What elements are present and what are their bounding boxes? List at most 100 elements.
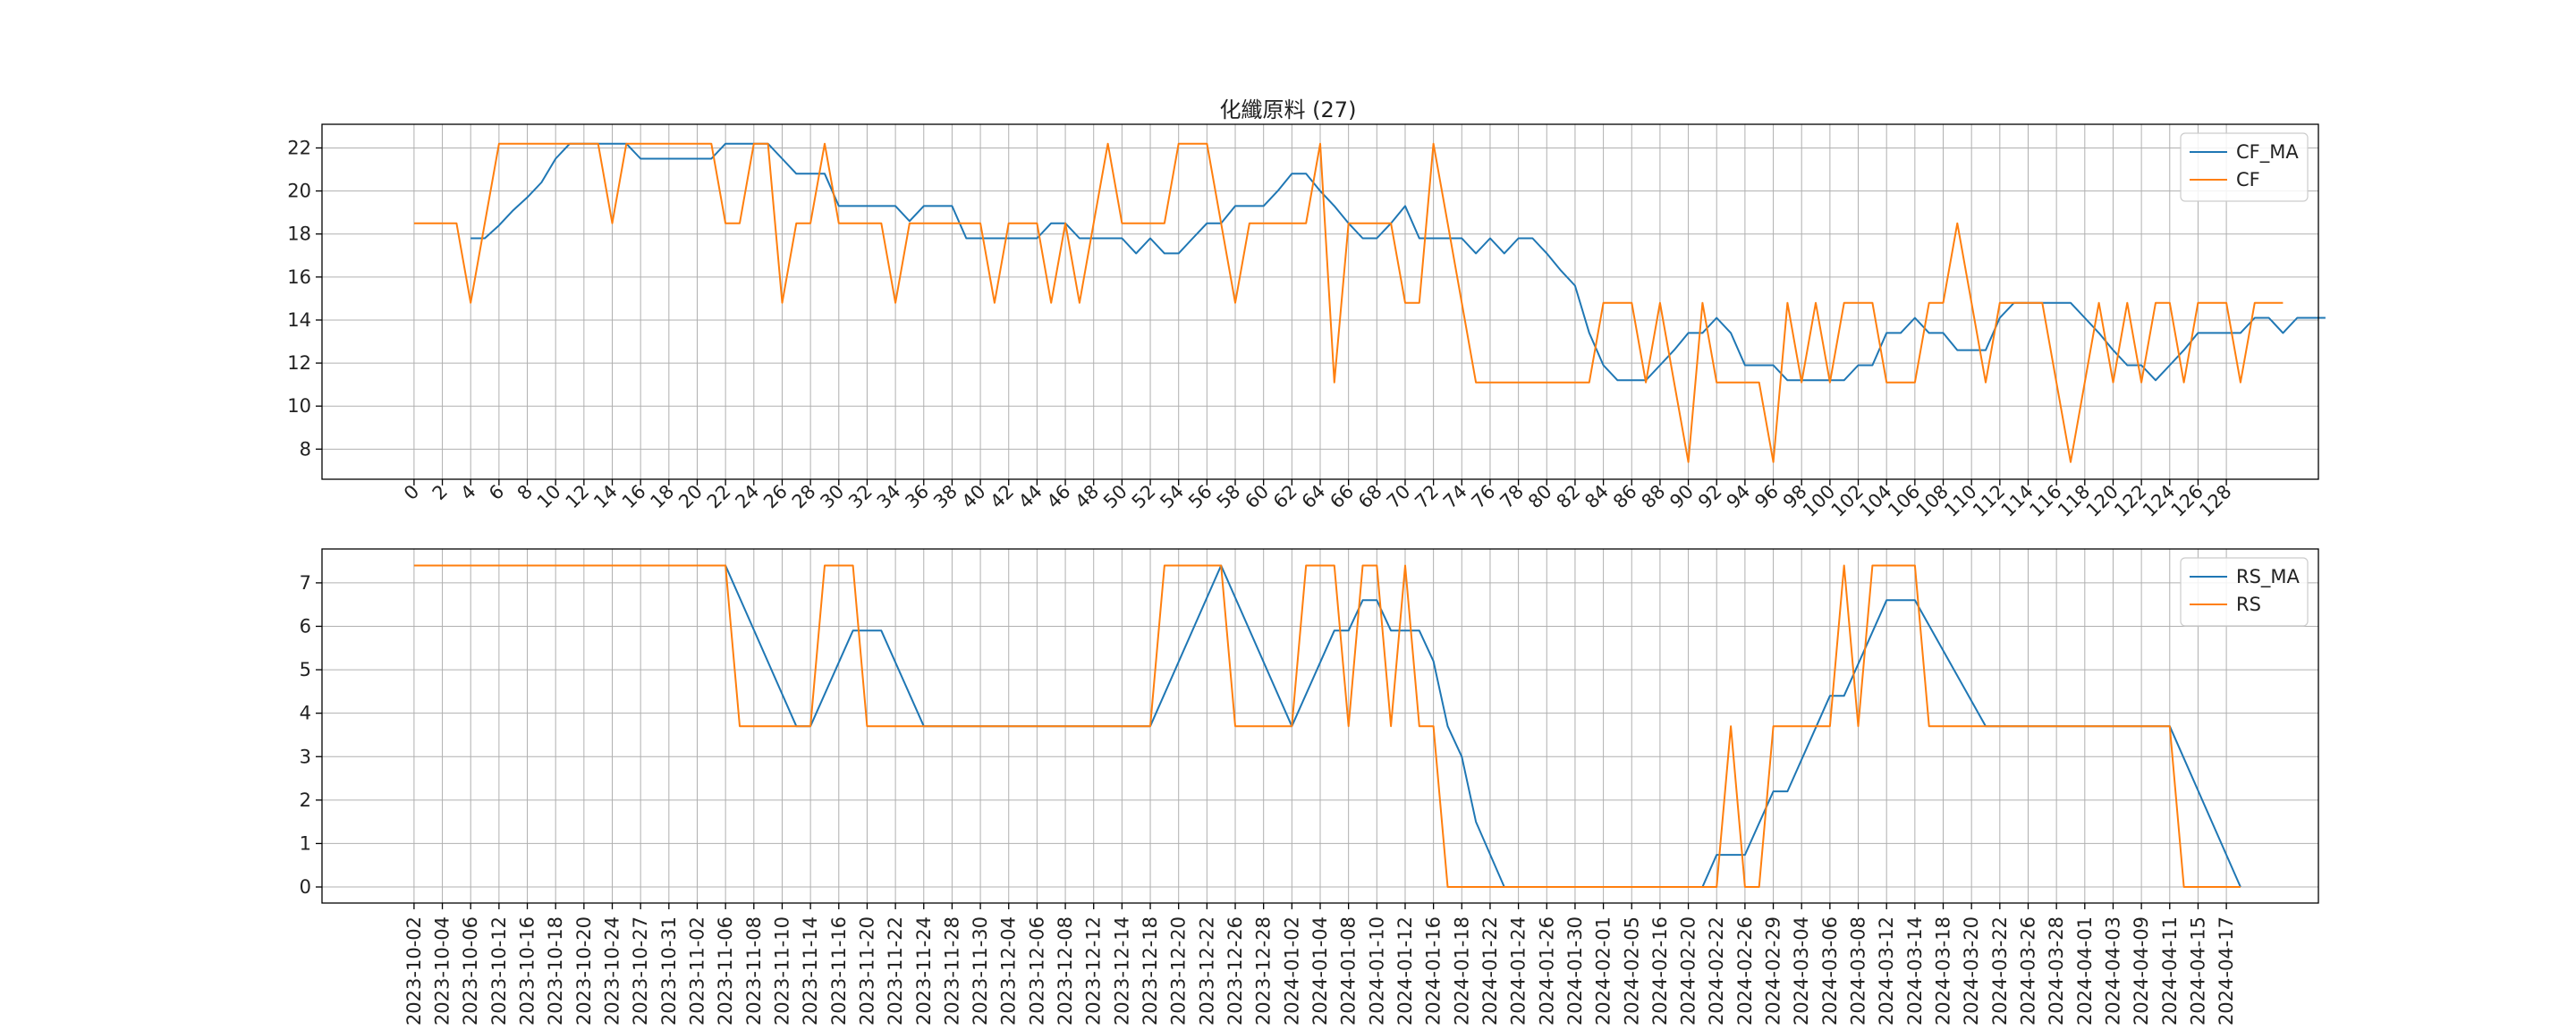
x-tick-label: 2024-03-14	[1904, 916, 1926, 1026]
x-tick-label: 2024-01-24	[1508, 916, 1530, 1026]
x-tick-label: 2024-03-26	[2017, 916, 2038, 1026]
chart-title: 化纖原料 (27)	[1220, 97, 1357, 122]
x-tick-label: 2024-04-01	[2074, 916, 2096, 1026]
y-tick-label: 0	[300, 876, 311, 898]
series-line-cf	[413, 142, 2284, 463]
bottom-chart-series	[413, 564, 2241, 888]
top-chart-series	[413, 142, 2326, 463]
x-tick-label: 2024-04-09	[2131, 916, 2152, 1026]
x-tick-label: 2024-01-08	[1338, 916, 1360, 1026]
x-tick-label: 2023-10-31	[658, 916, 680, 1026]
x-tick-label: 2023-12-14	[1111, 916, 1132, 1026]
x-tick-label: 2023-11-28	[941, 916, 962, 1026]
y-tick-label: 7	[300, 572, 311, 594]
x-tick-label: 2023-11-14	[800, 916, 821, 1026]
x-tick-label: 2024-03-12	[1876, 916, 1897, 1026]
x-tick-label: 2024-01-10	[1366, 916, 1387, 1026]
x-tick-label: 2024-03-28	[2046, 916, 2067, 1026]
series-line-rs	[413, 564, 2241, 888]
x-tick-label: 2023-10-16	[517, 916, 538, 1026]
x-tick-label: 2023-12-06	[1026, 916, 1047, 1026]
series-line-rs-ma	[413, 564, 2241, 888]
x-tick-label: 2024-04-11	[2159, 916, 2181, 1026]
y-tick-label: 12	[287, 352, 311, 374]
x-tick-label: 2023-11-30	[970, 916, 991, 1026]
y-tick-label: 22	[287, 137, 311, 158]
x-tick-label: 2024-01-04	[1309, 916, 1331, 1026]
y-tick-label: 1	[300, 832, 311, 854]
y-tick-label: 20	[287, 181, 311, 202]
x-tick-label: 2024-04-03	[2102, 916, 2123, 1026]
x-tick-label: 2024-02-29	[1763, 916, 1784, 1026]
x-tick-label: 2023-10-20	[573, 916, 595, 1026]
x-tick-label: 2023-11-10	[771, 916, 792, 1026]
x-tick-label: 2023-12-28	[1253, 916, 1275, 1026]
x-tick-label: 2024-02-22	[1706, 916, 1727, 1026]
x-tick-label: 2023-12-20	[1168, 916, 1190, 1026]
x-tick-label: 2024-03-22	[1989, 916, 2011, 1026]
x-tick-label: 2023-11-06	[715, 916, 736, 1026]
x-tick-label: 2023-12-26	[1224, 916, 1246, 1026]
x-tick-label: 2023-11-22	[885, 916, 906, 1026]
y-tick-label: 14	[287, 309, 311, 331]
y-tick-label: 5	[300, 659, 311, 680]
x-tick-label: 2024-01-18	[1451, 916, 1472, 1026]
y-tick-label: 8	[300, 438, 311, 460]
y-tick-label: 2	[300, 789, 311, 811]
legend-box	[2180, 132, 2309, 202]
legend-label: RS_MA	[2236, 566, 2301, 588]
x-tick-label: 2024-01-26	[1536, 916, 1557, 1026]
x-tick-label: 2024-01-12	[1394, 916, 1416, 1026]
x-tick-label: 2023-10-24	[602, 916, 623, 1026]
bottom-chart-legend: RS_MA RS	[2180, 557, 2309, 627]
x-tick-label: 2023-12-18	[1140, 916, 1161, 1026]
bottom-chart-x-axis: 2023-10-02 2023-10-04 2023-10-06 2023-10-12…	[403, 903, 2237, 1026]
x-tick-label: 2023-11-20	[856, 916, 877, 1026]
x-tick-label: 2024-03-04	[1791, 916, 1812, 1026]
x-tick-label: 2023-10-12	[488, 916, 510, 1026]
x-tick-label: 2024-02-01	[1593, 916, 1614, 1026]
x-tick-label: 2024-03-06	[1819, 916, 1841, 1026]
y-tick-label: 6	[300, 615, 311, 637]
legend-label: CF_MA	[2236, 141, 2299, 164]
x-tick-label: 2023-12-12	[1083, 916, 1105, 1026]
x-tick-label: 2023-11-02	[686, 916, 708, 1026]
y-tick-label: 18	[287, 224, 311, 245]
x-tick-label: 2023-10-02	[403, 916, 425, 1026]
y-tick-label: 3	[300, 746, 311, 767]
x-tick-label: 2024-01-30	[1564, 916, 1586, 1026]
x-tick-label: 2023-11-24	[913, 916, 935, 1026]
x-tick-label: 2024-04-15	[2187, 916, 2208, 1026]
x-tick-label: 2024-01-02	[1281, 916, 1302, 1026]
x-tick-label: 2023-12-22	[1196, 916, 1217, 1026]
top-chart-legend: CF_MA CF	[2180, 132, 2309, 202]
x-tick-label: 2024-03-18	[1933, 916, 1954, 1026]
x-tick-label: 2023-10-06	[460, 916, 481, 1026]
legend-box	[2180, 557, 2309, 627]
x-tick-label: 2023-10-04	[432, 916, 453, 1026]
legend-label: CF	[2236, 169, 2260, 190]
x-tick-label: 2024-03-20	[1961, 916, 1982, 1026]
top-chart-grid	[322, 124, 2318, 479]
x-tick-label: 2023-12-04	[998, 916, 1020, 1026]
x-tick-label: 2024-02-05	[1621, 916, 1642, 1026]
x-tick-label: 2023-10-18	[545, 916, 566, 1026]
top-chart-y-axis: 8 10 12 14 16 18 20 22	[287, 137, 322, 460]
x-tick-label: 2023-11-08	[743, 916, 765, 1026]
x-tick-label: 2024-01-22	[1479, 916, 1501, 1026]
x-tick-label: 2023-12-08	[1055, 916, 1076, 1026]
x-tick-label: 2024-01-16	[1423, 916, 1445, 1026]
x-tick-label: 2024-02-20	[1678, 916, 1699, 1026]
bottom-chart-y-axis: 0 1 2 3 4 5 6 7	[300, 572, 322, 898]
x-tick-label: 2024-04-17	[2216, 916, 2237, 1026]
x-tick-label: 2023-11-16	[828, 916, 850, 1026]
x-tick-label: 2024-02-26	[1734, 916, 1756, 1026]
x-tick-label: 2024-02-16	[1649, 916, 1671, 1026]
x-tick-label: 2023-10-27	[630, 916, 651, 1026]
y-tick-label: 16	[287, 266, 311, 288]
y-tick-label: 10	[287, 395, 311, 417]
y-tick-label: 4	[300, 703, 311, 724]
